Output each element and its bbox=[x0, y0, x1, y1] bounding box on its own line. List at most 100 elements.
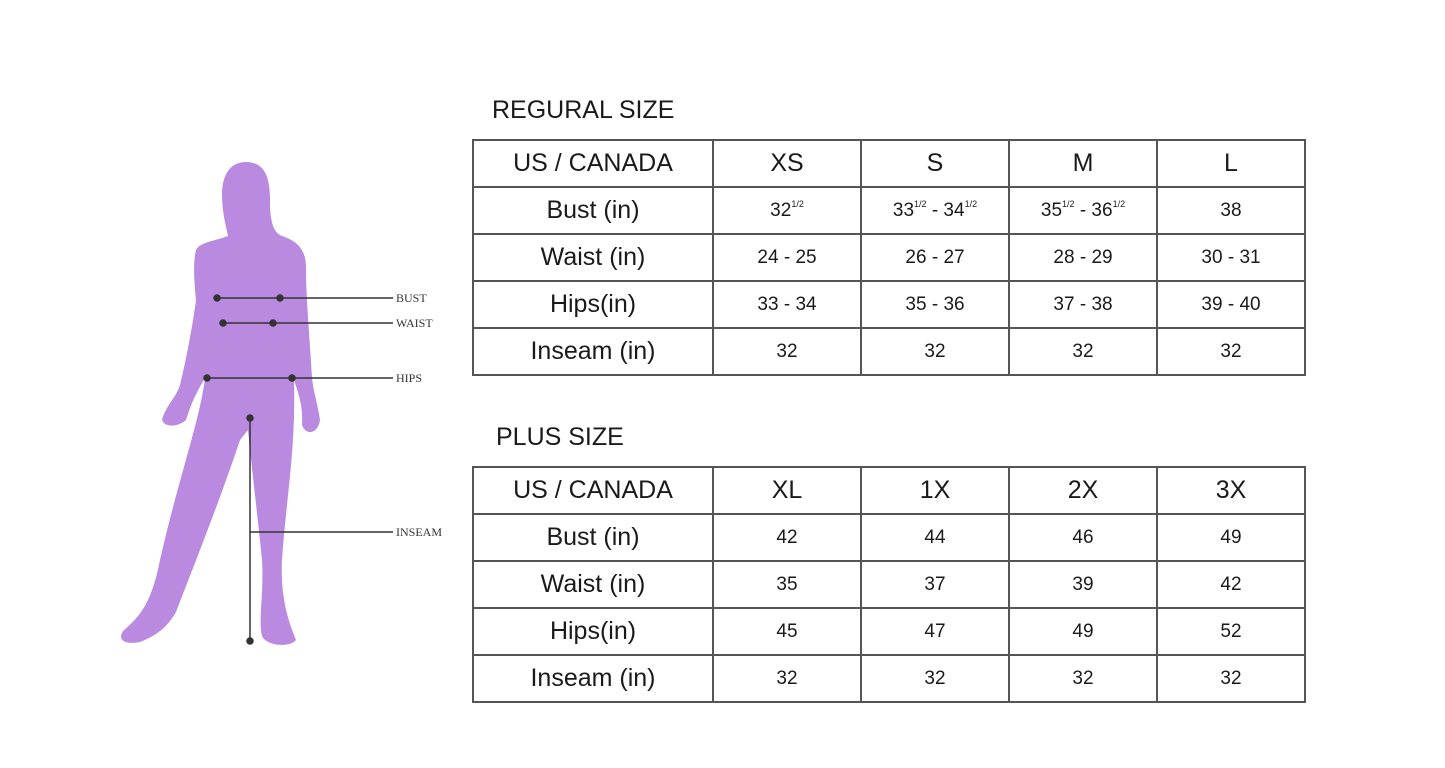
value: - 34 bbox=[926, 200, 965, 221]
measurement-cell: 321/2 bbox=[712, 186, 862, 235]
row-label: Hips(in) bbox=[472, 280, 714, 329]
fraction: 1/2 bbox=[791, 199, 804, 209]
size-header: M bbox=[1008, 139, 1158, 188]
plus-size-title: PLUS SIZE bbox=[496, 423, 624, 451]
table-row: Bust (in) 321/2 331/2 - 341/2 351/2 - 361/2… bbox=[472, 186, 1306, 235]
inseam-label: INSEAM bbox=[396, 525, 442, 539]
value: 49 bbox=[1220, 526, 1242, 548]
value: 39 - 40 bbox=[1201, 293, 1261, 315]
fraction: 1/2 bbox=[964, 199, 978, 209]
measurement-cell: 24 - 25 bbox=[712, 233, 862, 282]
measurement-cell: 37 bbox=[860, 560, 1010, 609]
measurement-cell: 39 bbox=[1008, 560, 1158, 609]
measurement-cell: 26 - 27 bbox=[860, 233, 1010, 282]
table-row: Hips(in) 33 - 34 35 - 36 37 - 38 39 - 40 bbox=[472, 280, 1306, 329]
value: 46 bbox=[1072, 526, 1094, 548]
regular-size-title: REGURAL SIZE bbox=[492, 96, 675, 124]
value: 32 bbox=[1072, 667, 1094, 689]
size-header: 2X bbox=[1008, 466, 1158, 515]
value: 37 bbox=[924, 573, 946, 595]
region-header: US / CANADA bbox=[472, 139, 714, 188]
plus-size-table: US / CANADA XL 1X 2X 3X Bust (in) 42 44 46 49 Wais… bbox=[472, 466, 1306, 703]
row-label: Inseam (in) bbox=[472, 327, 714, 376]
value: 42 bbox=[776, 526, 798, 548]
size-header: 1X bbox=[860, 466, 1010, 515]
measurement-cell: 42 bbox=[1156, 560, 1306, 609]
value: - 36 bbox=[1074, 200, 1113, 221]
measurement-cell: 33 - 34 bbox=[712, 280, 862, 329]
measurement-cell: 42 bbox=[712, 513, 862, 562]
hips-label: HIPS bbox=[396, 371, 422, 385]
measurement-cell: 37 - 38 bbox=[1008, 280, 1158, 329]
table-row: Inseam (in) 32 32 32 32 bbox=[472, 327, 1306, 376]
header-row: US / CANADA XL 1X 2X 3X bbox=[472, 466, 1306, 515]
row-label: Hips(in) bbox=[472, 607, 714, 656]
value: 32 bbox=[1220, 667, 1242, 689]
table-row: Waist (in) 24 - 25 26 - 27 28 - 29 30 - 31 bbox=[472, 233, 1306, 282]
value: 37 - 38 bbox=[1053, 293, 1113, 315]
region-header: US / CANADA bbox=[472, 466, 714, 515]
female-silhouette bbox=[121, 162, 321, 645]
measurement-cell: 32 bbox=[860, 654, 1010, 703]
measurement-cell: 331/2 - 341/2 bbox=[860, 186, 1010, 235]
fraction: 1/2 bbox=[1062, 199, 1075, 209]
body-measurement-figure: BUST WAIST HIPS INSEAM bbox=[121, 162, 442, 645]
measurement-cell: 44 bbox=[860, 513, 1010, 562]
value: 42 bbox=[1220, 573, 1242, 595]
row-label: Bust (in) bbox=[472, 186, 714, 235]
value: 32 bbox=[776, 667, 798, 689]
value: 47 bbox=[924, 620, 946, 642]
measurement-cell: 39 - 40 bbox=[1156, 280, 1306, 329]
value: 33 - 34 bbox=[757, 293, 817, 315]
fraction: 1/2 bbox=[1112, 199, 1126, 209]
value: 44 bbox=[924, 526, 946, 548]
measurement-cell: 47 bbox=[860, 607, 1010, 656]
value: 32 bbox=[1220, 340, 1242, 362]
measurement-cell: 32 bbox=[1008, 654, 1158, 703]
measurement-cell: 30 - 31 bbox=[1156, 233, 1306, 282]
value: 35 bbox=[1040, 200, 1063, 221]
fraction: 1/2 bbox=[914, 199, 927, 209]
measurement-cell: 52 bbox=[1156, 607, 1306, 656]
measurement-cell: 351/2 - 361/2 bbox=[1008, 186, 1158, 235]
regular-size-table: US / CANADA XS S M L Bust (in) 321/2 331/2 - 34… bbox=[472, 139, 1306, 376]
measurement-cell: 32 bbox=[1156, 654, 1306, 703]
value: 26 - 27 bbox=[905, 246, 965, 268]
row-label: Bust (in) bbox=[472, 513, 714, 562]
size-header: 3X bbox=[1156, 466, 1306, 515]
value: 52 bbox=[1220, 620, 1242, 642]
measurement-cell: 35 - 36 bbox=[860, 280, 1010, 329]
measurement-cell: 46 bbox=[1008, 513, 1158, 562]
table-row: Waist (in) 35 37 39 42 bbox=[472, 560, 1306, 609]
value: 28 - 29 bbox=[1053, 246, 1113, 268]
value: 32 bbox=[776, 340, 798, 362]
row-label: Waist (in) bbox=[472, 233, 714, 282]
measurement-cell: 32 bbox=[712, 654, 862, 703]
value: 38 bbox=[1220, 199, 1242, 221]
value: 45 bbox=[776, 620, 798, 642]
value: 32 bbox=[770, 200, 792, 221]
size-header: L bbox=[1156, 139, 1306, 188]
measurement-cell: 32 bbox=[1156, 327, 1306, 376]
measurement-cell: 32 bbox=[712, 327, 862, 376]
measurement-cell: 32 bbox=[1008, 327, 1158, 376]
value: 35 - 36 bbox=[905, 293, 965, 315]
value: 35 bbox=[776, 573, 798, 595]
measurement-cell: 28 - 29 bbox=[1008, 233, 1158, 282]
waist-label: WAIST bbox=[396, 316, 433, 330]
table-row: Hips(in) 45 47 49 52 bbox=[472, 607, 1306, 656]
measurement-cell: 49 bbox=[1156, 513, 1306, 562]
value: 33 bbox=[892, 200, 915, 221]
value: 39 bbox=[1072, 573, 1094, 595]
value: 30 - 31 bbox=[1201, 246, 1261, 268]
table-row: Inseam (in) 32 32 32 32 bbox=[472, 654, 1306, 703]
value: 24 - 25 bbox=[757, 246, 817, 268]
value: 32 bbox=[1072, 340, 1094, 362]
value: 49 bbox=[1072, 620, 1094, 642]
measurement-cell: 35 bbox=[712, 560, 862, 609]
size-header: S bbox=[860, 139, 1010, 188]
size-header: XL bbox=[712, 466, 862, 515]
row-label: Waist (in) bbox=[472, 560, 714, 609]
value: 32 bbox=[924, 667, 946, 689]
measurement-cell: 38 bbox=[1156, 186, 1306, 235]
